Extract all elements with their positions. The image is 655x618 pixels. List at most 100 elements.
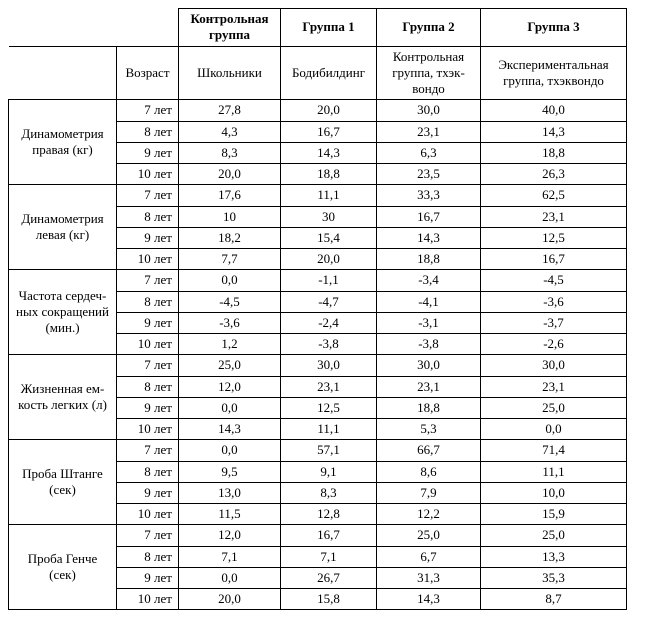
value-cell: -1,1 [281, 270, 377, 291]
value-cell: 20,0 [281, 249, 377, 270]
header-blank [9, 9, 179, 47]
age-cell: 8 лет [117, 546, 179, 567]
value-cell: 31,3 [377, 567, 481, 588]
value-cell: 7,1 [281, 546, 377, 567]
age-cell: 8 лет [117, 121, 179, 142]
value-cell: 20,0 [179, 589, 281, 610]
value-cell: -4,7 [281, 291, 377, 312]
value-cell: 5,3 [377, 419, 481, 440]
value-cell: -3,7 [481, 312, 627, 333]
value-cell: 13,3 [481, 546, 627, 567]
value-cell: -3,6 [179, 312, 281, 333]
value-cell: 9,5 [179, 461, 281, 482]
value-cell: 26,3 [481, 164, 627, 185]
value-cell: 12,8 [281, 504, 377, 525]
value-cell: -3,8 [281, 334, 377, 355]
value-cell: 15,8 [281, 589, 377, 610]
table-header: Контрольная группаГруппа 1Группа 2Группа… [9, 9, 627, 100]
age-cell: 9 лет [117, 312, 179, 333]
metric-name: Проба Генче (сек) [9, 525, 117, 610]
table-body: Динамометрия правая (кг)7 лет27,820,030,… [9, 100, 627, 610]
value-cell: 62,5 [481, 185, 627, 206]
age-cell: 10 лет [117, 164, 179, 185]
age-cell: 10 лет [117, 249, 179, 270]
table-row: Динамометрия правая (кг)7 лет27,820,030,… [9, 100, 627, 121]
value-cell: 0,0 [481, 419, 627, 440]
value-cell: 15,9 [481, 504, 627, 525]
value-cell: 18,8 [377, 397, 481, 418]
value-cell: 16,7 [481, 249, 627, 270]
value-cell: 23,1 [377, 121, 481, 142]
value-cell: -4,5 [179, 291, 281, 312]
age-cell: 9 лет [117, 482, 179, 503]
value-cell: 11,5 [179, 504, 281, 525]
value-cell: -3,6 [481, 291, 627, 312]
value-cell: 66,7 [377, 440, 481, 461]
value-cell: 18,8 [281, 164, 377, 185]
header-metric-blank [9, 46, 117, 100]
value-cell: 25,0 [481, 397, 627, 418]
value-cell: 30,0 [281, 355, 377, 376]
metric-name: Частота сердеч-ных сокращений (мин.) [9, 270, 117, 355]
value-cell: 23,1 [481, 206, 627, 227]
col-group-3: Группа 3 [481, 9, 627, 47]
age-cell: 7 лет [117, 270, 179, 291]
age-cell: 9 лет [117, 227, 179, 248]
value-cell: 30,0 [481, 355, 627, 376]
value-cell: 7,7 [179, 249, 281, 270]
value-cell: 11,1 [481, 461, 627, 482]
value-cell: 30 [281, 206, 377, 227]
value-cell: 7,1 [179, 546, 281, 567]
value-cell: 12,0 [179, 376, 281, 397]
table-row: Проба Генче (сек)7 лет12,016,725,025,0 [9, 525, 627, 546]
results-table: Контрольная группаГруппа 1Группа 2Группа… [8, 8, 627, 610]
age-cell: 9 лет [117, 142, 179, 163]
value-cell: 25,0 [179, 355, 281, 376]
age-cell: 7 лет [117, 355, 179, 376]
value-cell: 7,9 [377, 482, 481, 503]
value-cell: -3,1 [377, 312, 481, 333]
table-row: Проба Штанге (сек)7 лет0,057,166,771,4 [9, 440, 627, 461]
value-cell: 26,7 [281, 567, 377, 588]
age-cell: 7 лет [117, 100, 179, 121]
value-cell: 35,3 [481, 567, 627, 588]
value-cell: 15,4 [281, 227, 377, 248]
col-subgroup-3: Экспериментальная группа, тхэквондо [481, 46, 627, 100]
value-cell: 16,7 [281, 121, 377, 142]
value-cell: 14,3 [481, 121, 627, 142]
value-cell: 11,1 [281, 419, 377, 440]
metric-name: Проба Штанге (сек) [9, 440, 117, 525]
age-cell: 8 лет [117, 376, 179, 397]
metric-name: Динамометрия левая (кг) [9, 185, 117, 270]
age-cell: 10 лет [117, 419, 179, 440]
value-cell: -2,4 [281, 312, 377, 333]
value-cell: 18,8 [481, 142, 627, 163]
value-cell: 57,1 [281, 440, 377, 461]
value-cell: 20,0 [179, 164, 281, 185]
age-cell: 8 лет [117, 461, 179, 482]
age-cell: 9 лет [117, 397, 179, 418]
table-row: Жизненная ем-кость легких (л)7 лет25,030… [9, 355, 627, 376]
value-cell: 0,0 [179, 270, 281, 291]
age-cell: 7 лет [117, 440, 179, 461]
value-cell: 16,7 [377, 206, 481, 227]
value-cell: 40,0 [481, 100, 627, 121]
value-cell: 18,2 [179, 227, 281, 248]
value-cell: 30,0 [377, 100, 481, 121]
col-subgroup-1: Бодибилдинг [281, 46, 377, 100]
value-cell: 18,8 [377, 249, 481, 270]
col-subgroup-0: Школьники [179, 46, 281, 100]
value-cell: 8,3 [281, 482, 377, 503]
value-cell: 17,6 [179, 185, 281, 206]
value-cell: 12,5 [481, 227, 627, 248]
age-cell: 10 лет [117, 589, 179, 610]
value-cell: 25,0 [377, 525, 481, 546]
col-group-0: Контрольная группа [179, 9, 281, 47]
value-cell: 0,0 [179, 567, 281, 588]
table-row: Динамометрия левая (кг)7 лет17,611,133,3… [9, 185, 627, 206]
value-cell: -4,5 [481, 270, 627, 291]
value-cell: 23,1 [377, 376, 481, 397]
value-cell: 16,7 [281, 525, 377, 546]
value-cell: 10,0 [481, 482, 627, 503]
value-cell: 4,3 [179, 121, 281, 142]
